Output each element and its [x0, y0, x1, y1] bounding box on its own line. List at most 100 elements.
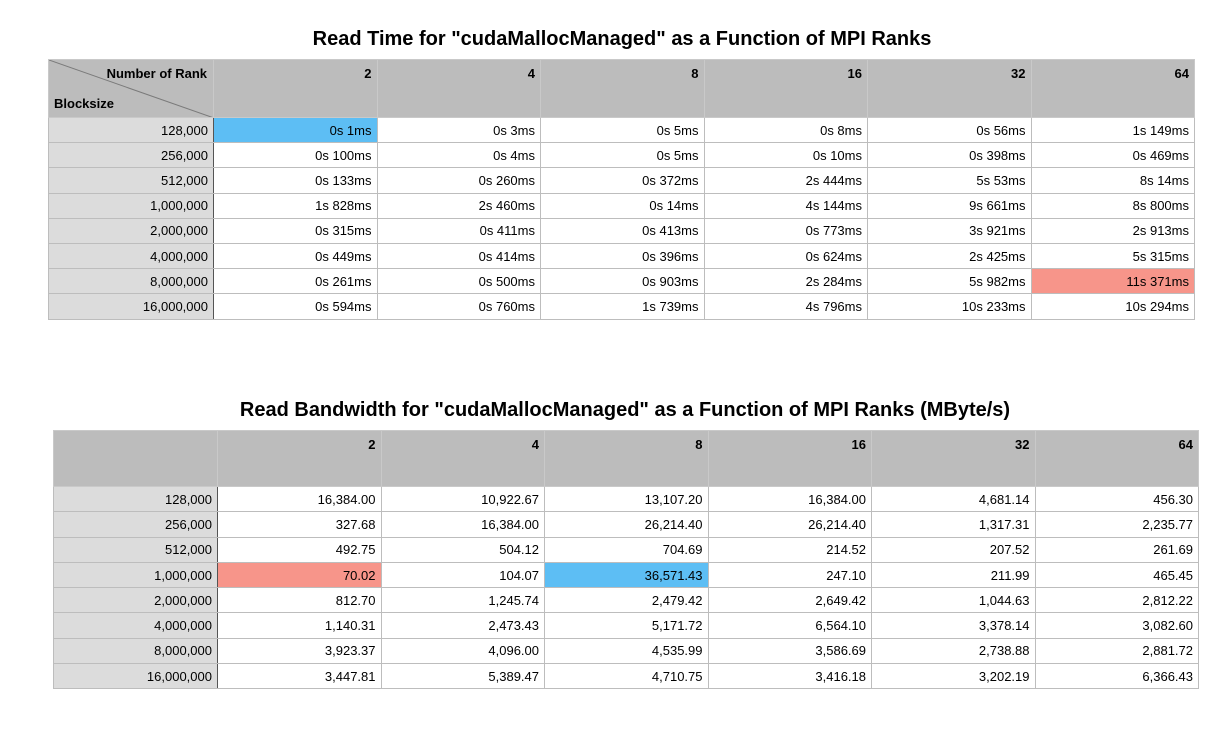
- table-cell: 211.99: [871, 561, 1036, 589]
- row-header-blocksize: 4,000,000: [48, 242, 214, 270]
- table-cell: 247.10: [707, 561, 872, 589]
- table-cell: 2s 444ms: [703, 167, 868, 194]
- table-cell: 5s 53ms: [867, 167, 1032, 194]
- table-row: 8,000,000 3,923.37 4,096.00 4,535.99 3,586.6…: [53, 637, 1199, 665]
- table-cell: 492.75: [217, 536, 382, 563]
- table-row: 256,000 327.68 16,384.00 26,214.40 26,214.40…: [53, 511, 1199, 538]
- table-cell: 1,317.31: [871, 511, 1036, 538]
- table-cell: 2,649.42: [707, 587, 872, 614]
- column-header-32: 32: [867, 59, 1032, 118]
- table-cell: 0s 411ms: [376, 217, 541, 244]
- column-header-16: 16: [707, 430, 872, 487]
- table-row: 1,000,000 1s 828ms 2s 460ms 0s 14ms 4s 144ms…: [48, 192, 1195, 219]
- table-cell: 5s 982ms: [867, 268, 1032, 295]
- row-header-blocksize: 128,000: [53, 485, 218, 513]
- table-row: 8,000,000 0s 261ms 0s 500ms 0s 903ms 2s 284m…: [48, 268, 1195, 295]
- table-cell: 0s 56ms: [867, 116, 1032, 144]
- column-header-2: 2: [213, 59, 378, 118]
- table-cell: 4,681.14: [871, 485, 1036, 513]
- table-cell: 3s 921ms: [867, 217, 1032, 244]
- table-cell: 2,473.43: [380, 612, 545, 639]
- table-row: 16,000,000 0s 594ms 0s 760ms 1s 739ms 4s 796…: [48, 293, 1195, 320]
- table-cell: 0s 500ms: [376, 268, 541, 295]
- table-cell: 10,922.67: [380, 485, 545, 513]
- row-header-blocksize: 16,000,000: [53, 663, 218, 690]
- table-cell: 2,881.72: [1034, 637, 1199, 665]
- table-cell: 0s 760ms: [376, 293, 541, 320]
- table-cell: 0s 5ms: [540, 116, 705, 144]
- row-header-blocksize: 512,000: [53, 536, 218, 563]
- table-cell: 0s 624ms: [703, 242, 868, 270]
- table-cell: 261.69: [1034, 536, 1199, 563]
- highlighted-cell: 11s 371ms: [1030, 268, 1195, 295]
- table-cell: 1s 828ms: [213, 192, 378, 219]
- table-cell: 5s 315ms: [1030, 242, 1195, 270]
- column-header-4: 4: [376, 59, 541, 118]
- column-header-4: 4: [380, 430, 545, 487]
- column-axis-label: Number of Rank: [106, 66, 207, 81]
- table-cell: 0s 773ms: [703, 217, 868, 244]
- highlighted-cell: 70.02: [217, 561, 382, 589]
- column-header-16: 16: [703, 59, 868, 118]
- table-cell: 0s 8ms: [703, 116, 868, 144]
- table-cell: 0s 100ms: [213, 142, 378, 169]
- table-row: 1,000,000 70.02 104.07 36,571.43 247.10 211.9…: [53, 561, 1199, 589]
- table-cell: 6,366.43: [1034, 663, 1199, 690]
- table-cell: 0s 260ms: [376, 167, 541, 194]
- table-cell: 3,923.37: [217, 637, 382, 665]
- row-header-blocksize: 8,000,000: [48, 268, 214, 295]
- row-header-blocksize: 1,000,000: [53, 561, 218, 589]
- table-cell: 0s 14ms: [540, 192, 705, 219]
- table-cell: 16,384.00: [707, 485, 872, 513]
- table-cell: 26,214.40: [544, 511, 709, 538]
- table-cell: 3,586.69: [707, 637, 872, 665]
- row-header-blocksize: 256,000: [48, 142, 214, 169]
- table-cell: 812.70: [217, 587, 382, 614]
- corner-diagonal-line: [49, 60, 212, 117]
- column-header-8: 8: [540, 59, 705, 118]
- corner-header-cell: [53, 430, 218, 487]
- table-cell: 5,389.47: [380, 663, 545, 690]
- table-cell: 2s 284ms: [703, 268, 868, 295]
- table-cell: 1s 149ms: [1030, 116, 1195, 144]
- table-cell: 2,738.88: [871, 637, 1036, 665]
- row-header-blocksize: 512,000: [48, 167, 214, 194]
- table-row: 4,000,000 0s 449ms 0s 414ms 0s 396ms 0s 624m…: [48, 242, 1195, 270]
- column-header-8: 8: [544, 430, 709, 487]
- table-cell: 456.30: [1034, 485, 1199, 513]
- table-cell: 2,235.77: [1034, 511, 1199, 538]
- table-cell: 1,245.74: [380, 587, 545, 614]
- table-cell: 2s 913ms: [1030, 217, 1195, 244]
- table-cell: 0s 903ms: [540, 268, 705, 295]
- row-header-blocksize: 256,000: [53, 511, 218, 538]
- table-cell: 13,107.20: [544, 485, 709, 513]
- table-cell: 4s 796ms: [703, 293, 868, 320]
- table-row: 128,000 16,384.00 10,922.67 13,107.20 16,384…: [53, 485, 1199, 513]
- table-row: 16,000,000 3,447.81 5,389.47 4,710.75 3,416.…: [53, 663, 1199, 690]
- table-cell: 214.52: [707, 536, 872, 563]
- header-row: 2 4 8 16 32 64: [53, 430, 1199, 487]
- table-cell: 0s 372ms: [540, 167, 705, 194]
- table-cell: 16,384.00: [380, 511, 545, 538]
- highlighted-cell: 0s 1ms: [213, 116, 378, 144]
- table-cell: 2,479.42: [544, 587, 709, 614]
- table-cell: 2s 425ms: [867, 242, 1032, 270]
- column-header-64: 64: [1030, 59, 1195, 118]
- table-cell: 3,416.18: [707, 663, 872, 690]
- highlighted-cell: 36,571.43: [544, 561, 709, 589]
- table-cell: 2,812.22: [1034, 587, 1199, 614]
- row-header-blocksize: 8,000,000: [53, 637, 218, 665]
- table-cell: 0s 398ms: [867, 142, 1032, 169]
- table-cell: 0s 469ms: [1030, 142, 1195, 169]
- table-cell: 6,564.10: [707, 612, 872, 639]
- table-cell: 327.68: [217, 511, 382, 538]
- table-row: 256,000 0s 100ms 0s 4ms 0s 5ms 0s 10ms 0s 398…: [48, 142, 1195, 169]
- read-time-table: Number of Rank Blocksize 2 4 8 16 32 64 128,000 0…: [48, 59, 1195, 320]
- table-cell: 0s 10ms: [703, 142, 868, 169]
- read-bandwidth-table: 2 4 8 16 32 64 128,000 16,384.00 10,922.67 13,107…: [53, 430, 1199, 690]
- row-axis-label: Blocksize: [54, 96, 114, 111]
- table-cell: 3,447.81: [217, 663, 382, 690]
- table-cell: 3,378.14: [871, 612, 1036, 639]
- table-cell: 0s 414ms: [376, 242, 541, 270]
- table-cell: 0s 315ms: [213, 217, 378, 244]
